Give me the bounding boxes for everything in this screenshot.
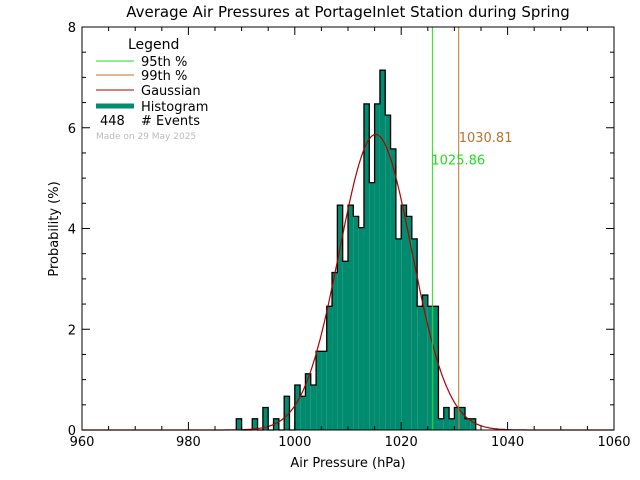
histogram-bar xyxy=(427,306,434,430)
x-axis-label: Air Pressure (hPa) xyxy=(290,456,405,471)
histogram-bar xyxy=(390,148,396,430)
histogram-bar xyxy=(316,351,322,430)
histogram-bar xyxy=(379,70,386,430)
x-tick-label: 1000 xyxy=(278,435,311,450)
events-label: # Events xyxy=(141,114,200,129)
histogram-bar xyxy=(401,205,407,430)
x-tick-label: 960 xyxy=(70,435,95,450)
y-axis-label: Probability (%) xyxy=(47,181,62,276)
chart-title: Average Air Pressures at PortageInlet St… xyxy=(126,3,570,21)
histogram-bar xyxy=(348,205,354,430)
histogram-bar xyxy=(305,373,311,430)
x-tick-label: 1060 xyxy=(597,435,630,450)
histogram-bar xyxy=(454,407,460,430)
legend-label-95: 95th % xyxy=(141,55,187,70)
histogram-bar xyxy=(438,418,444,430)
legend-label-99: 99th % xyxy=(141,69,187,84)
legend: Legend 95th % 99th % Gaussian Histogram … xyxy=(96,37,208,142)
p99-label: 1030.81 xyxy=(459,131,513,146)
histogram-bar xyxy=(342,261,348,430)
histogram-bar xyxy=(252,418,258,430)
histogram-bar xyxy=(449,418,455,430)
histogram-bar xyxy=(326,306,333,430)
histogram-bar xyxy=(337,205,343,430)
histogram-outline xyxy=(235,69,477,431)
events-count: 448 xyxy=(100,114,125,129)
histogram-bar xyxy=(273,418,279,430)
histogram-bar xyxy=(294,385,301,430)
histogram-bar xyxy=(236,418,242,430)
histogram-bar xyxy=(422,295,428,430)
x-tick-label: 1040 xyxy=(491,435,524,450)
y-tick-label: 8 xyxy=(68,21,76,36)
histogram-bar xyxy=(417,306,423,430)
histogram-bar xyxy=(369,182,375,430)
histogram-bar xyxy=(300,396,306,430)
histogram-bar xyxy=(321,351,327,430)
histogram-bar xyxy=(353,216,359,430)
histogram-bar xyxy=(465,418,471,430)
made-on-note: Made on 29 May 2025 xyxy=(96,132,196,142)
histogram-bar xyxy=(411,238,418,430)
p95-label: 1025.86 xyxy=(431,153,485,168)
histogram-bar xyxy=(406,216,412,430)
x-tick-label: 1020 xyxy=(385,435,418,450)
histogram-bar xyxy=(363,103,370,430)
histogram-bar xyxy=(310,385,317,430)
histogram-bar xyxy=(470,418,476,430)
legend-label-histogram: Histogram xyxy=(141,100,208,115)
y-tick-label: 0 xyxy=(68,424,76,439)
y-tick-label: 6 xyxy=(68,122,76,137)
histogram-bar xyxy=(374,103,380,430)
histogram-bar xyxy=(459,407,466,430)
histogram-bar xyxy=(332,272,338,430)
histogram-bar xyxy=(262,407,269,430)
x-tick-label: 980 xyxy=(176,435,201,450)
histogram-bar xyxy=(395,238,402,430)
legend-title: Legend xyxy=(128,37,179,53)
histogram-bar xyxy=(443,407,450,430)
histogram-bar xyxy=(385,115,391,430)
legend-label-gaussian: Gaussian xyxy=(141,84,201,99)
histogram-bar xyxy=(284,396,290,430)
y-tick-label: 4 xyxy=(68,223,76,238)
histogram-bar xyxy=(358,227,364,430)
histogram-bar xyxy=(433,306,439,430)
y-tick-label: 2 xyxy=(68,323,76,338)
